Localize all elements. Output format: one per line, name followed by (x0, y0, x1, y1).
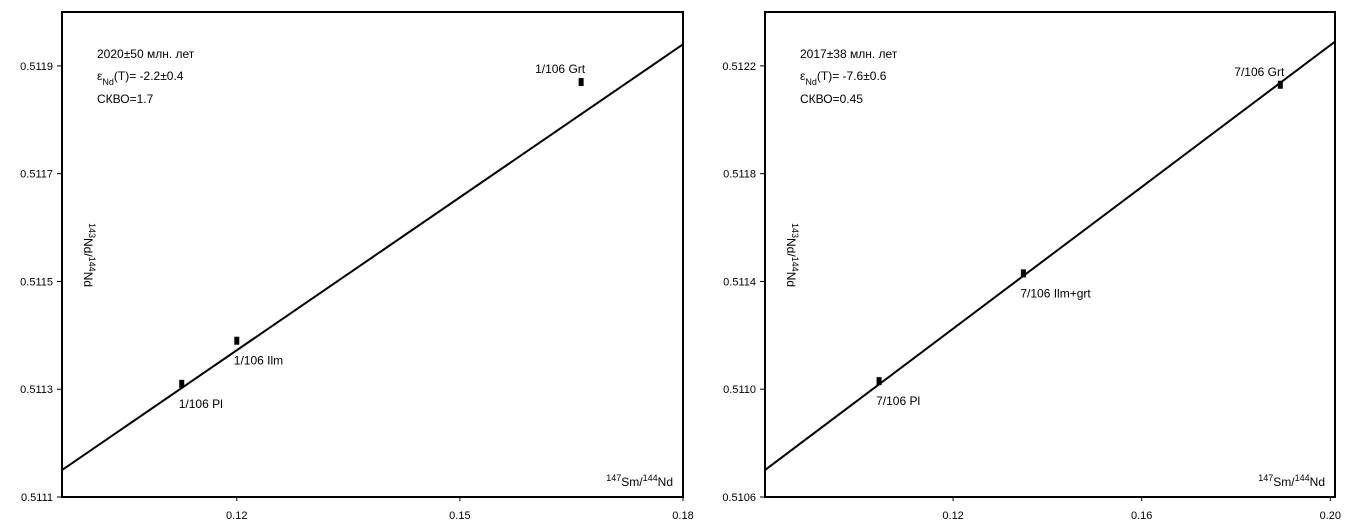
y-tick-label: 0.5119 (20, 61, 53, 73)
data-point (876, 377, 882, 386)
text-segment: Nd (658, 475, 673, 489)
point-label: 7/106 Grt (1234, 65, 1285, 79)
chart-title: 2017±38 млн. лет (800, 47, 898, 61)
text-segment: 144 (790, 257, 800, 272)
point-label: 1/106 Grt (535, 62, 586, 76)
y-axis-label: 143Nd/144Nd (81, 223, 97, 287)
y-tick-label: 0.5115 (20, 276, 53, 288)
mswd-label: СКВО=0.45 (800, 92, 863, 106)
x-tick-label: 0.12 (226, 510, 247, 522)
text-segment: (T)= -2.2±0.4 (114, 69, 184, 83)
text-segment: Sm/ (1273, 475, 1295, 489)
text-segment: Nd/ (784, 238, 798, 257)
text-segment: 144 (1295, 473, 1310, 483)
text-segment: Nd (81, 272, 95, 287)
point-label: 7/106 Pl (876, 394, 920, 408)
point-label: 1/106 Ilm (234, 354, 283, 368)
x-axis-label: 147Sm/144Nd (606, 473, 673, 489)
text-segment: 144 (87, 257, 97, 272)
y-tick-label: 0.5113 (20, 384, 53, 396)
y-tick-label: 0.5122 (722, 61, 756, 73)
text-segment: ε (97, 69, 103, 83)
y-axis-label: 143Nd/144Nd (784, 223, 800, 287)
x-tick-label: 0.12 (942, 510, 963, 522)
data-point (1277, 80, 1283, 89)
mswd-label: СКВО=1.7 (97, 92, 154, 106)
text-segment: Nd (1310, 475, 1325, 489)
x-tick-label: 0.18 (672, 510, 693, 522)
text-segment: Sm/ (621, 475, 643, 489)
isochron-line (62, 43, 683, 471)
epsilon-label: εNd(T)= -7.6±0.6 (800, 69, 887, 87)
plot-frame (61, 11, 684, 498)
y-tick-label: 0.5117 (20, 169, 53, 181)
data-point (578, 78, 584, 87)
text-segment: Nd (784, 272, 798, 287)
x-tick-label: 0.15 (449, 510, 470, 522)
y-tick-label: 0.5110 (723, 384, 756, 396)
data-point (179, 379, 185, 388)
text-segment: 143 (87, 223, 97, 238)
plot-frame (764, 11, 1336, 498)
x-tick-label: 0.20 (1320, 510, 1341, 522)
epsilon-label: εNd(T)= -2.2±0.4 (97, 69, 184, 87)
isochron-line (765, 40, 1335, 471)
y-tick-label: 0.5118 (723, 169, 756, 181)
y-tick-label: 0.5114 (723, 276, 756, 288)
point-label: 7/106 Ilm+grt (1020, 286, 1091, 300)
y-tick-label: 0.5111 (21, 492, 53, 504)
text-segment: Nd (805, 77, 817, 87)
x-axis-label: 147Sm/144Nd (1258, 473, 1325, 489)
point-label: 1/106 Pl (179, 397, 223, 411)
text-segment: Nd (102, 77, 114, 87)
text-segment: 143 (790, 223, 800, 238)
text-segment: ε (800, 69, 806, 83)
chart-title: 2020±50 млн. лет (97, 47, 195, 61)
data-point (1020, 269, 1026, 278)
y-tick-label: 0.5106 (722, 492, 756, 504)
text-segment: 147 (606, 473, 621, 483)
text-segment: Nd/ (81, 238, 95, 257)
x-tick-label: 0.16 (1131, 510, 1152, 522)
data-point (234, 336, 240, 345)
text-segment: 144 (643, 473, 658, 483)
text-segment: (T)= -7.6±0.6 (817, 69, 887, 83)
text-segment: 147 (1258, 473, 1273, 483)
